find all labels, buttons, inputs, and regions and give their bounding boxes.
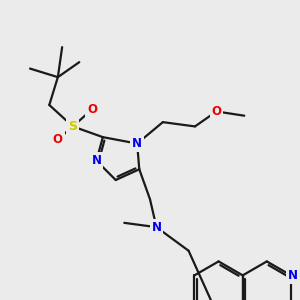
Text: S: S — [68, 120, 77, 133]
Text: N: N — [152, 220, 161, 234]
Text: N: N — [132, 137, 142, 150]
Text: N: N — [92, 154, 101, 167]
Text: O: O — [87, 103, 97, 116]
Text: O: O — [212, 105, 221, 118]
Text: N: N — [288, 269, 298, 282]
Text: O: O — [53, 133, 63, 146]
